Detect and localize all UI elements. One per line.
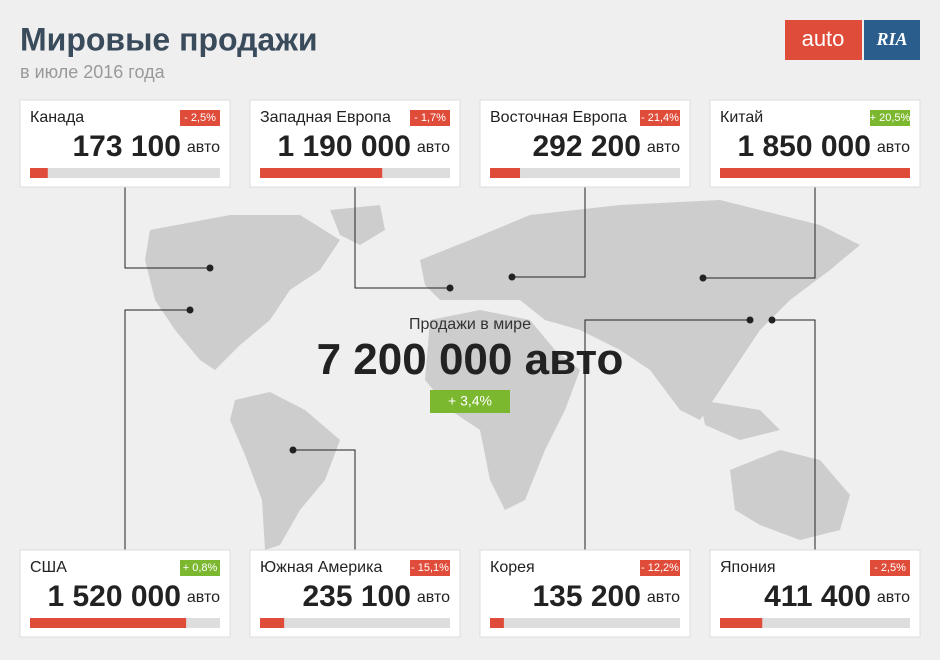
subtitle: в июле 2016 года [20,62,166,82]
unit: авто [877,589,910,606]
logo-left: auto [802,26,845,51]
value-number: 1 190 000 [277,130,410,163]
bar-track [30,168,220,178]
region-name: Корея [490,559,535,576]
bar-track [490,618,680,628]
value: 411 400 авто [764,580,910,613]
unit: авто [417,589,450,606]
bar-track [490,168,680,178]
region-name: Западная Европа [260,109,391,126]
value-number: 1 850 000 [737,130,870,163]
change-badge [640,560,680,576]
title: Мировые продажи [20,21,318,57]
value: 1 520 000 авто [47,580,220,613]
world-label: Продажи в мире [409,316,531,333]
unit: авто [877,139,910,156]
world-total: 7 200 000 авто [317,335,624,384]
cards: Канада - 2,5% 173 100 авто Западная Европа - … [19,99,921,638]
logo-left-bg [785,20,862,60]
bar [490,168,521,178]
change: - 2,5% [874,562,906,574]
bar-track [720,618,910,628]
value: 235 100 авто [302,580,450,613]
change-badge [180,560,220,576]
unit: авто [417,139,450,156]
unit: авто [647,589,680,606]
bar [260,168,383,178]
change: - 21,4% [641,112,679,124]
value-number: 411 400 [764,580,871,613]
logo-right: RIA [875,29,907,49]
change-badge [870,110,910,126]
region-name: Восточная Европа [490,109,627,126]
world-badge [430,390,510,413]
change-badge [640,110,680,126]
region-name: Китай [720,109,763,126]
change: - 1,7% [414,112,446,124]
change-badge [180,110,220,126]
unit: авто [647,139,680,156]
bar [260,618,285,628]
unit: авто [187,139,220,156]
bar-track [260,618,450,628]
change-badge [410,110,450,126]
change: - 15,1% [411,562,449,574]
change: + 20,5% [870,112,911,124]
change: - 12,2% [641,562,679,574]
dots [186,264,776,454]
change: + 0,8% [183,562,218,574]
value: 173 100 авто [72,130,220,163]
region-name: Южная Америка [260,559,382,576]
value-number: 235 100 [302,580,410,613]
change-badge [410,560,450,576]
value: 292 200 авто [532,130,680,163]
connectors [124,187,816,550]
value: 1 850 000 авто [737,130,910,163]
change: - 2,5% [184,112,216,124]
change-badge [870,560,910,576]
bar [30,618,187,628]
region-name: Япония [720,559,776,576]
bar [30,168,48,178]
value: 135 200 авто [532,580,680,613]
world-value: 7 200 000 [317,335,513,384]
logo-right-bg [864,20,920,60]
region-name: США [30,559,67,576]
region-name: Канада [30,109,84,126]
world-change: + 3,4% [448,393,492,409]
value-number: 173 100 [72,130,180,163]
bar [720,168,910,178]
value-number: 1 520 000 [47,580,180,613]
world-unit: авто [525,335,624,384]
bar [720,618,763,628]
unit: авто [187,589,220,606]
value: 1 190 000 авто [277,130,450,163]
value-number: 292 200 [532,130,640,163]
bar [490,618,504,628]
value-number: 135 200 [532,580,640,613]
